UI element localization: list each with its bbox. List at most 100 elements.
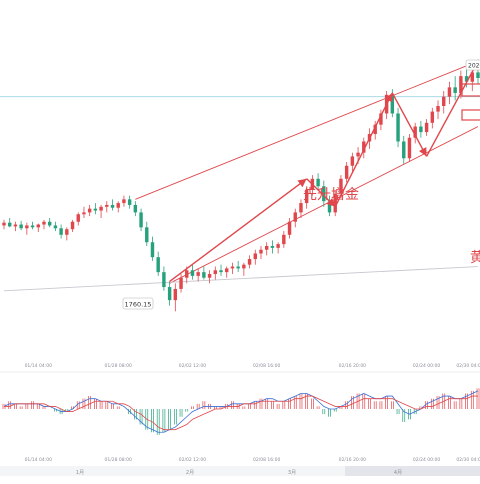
x-tick-label: 02/02 12:00 [179,363,207,369]
candle-body [453,87,457,93]
candle-body [373,124,377,134]
candle-body [436,106,440,112]
candle-body [213,270,218,274]
trend-arrow [306,178,336,208]
period-label: 2月 [186,470,194,476]
candle-body [19,224,23,229]
trend-arrow [391,92,428,157]
candle-body [87,208,92,213]
candle-body [413,126,417,138]
candle-body [207,274,212,278]
candle-body [225,268,229,273]
candle-body [70,221,75,230]
candle-body [202,272,206,278]
candle-body [145,227,149,243]
x-tick-label: 02/16 20:00 [339,457,367,463]
candle-body [219,270,223,273]
trend-arrow [169,178,308,283]
candle-body [110,204,115,208]
x-tick-label: 02/02 12:00 [179,457,207,463]
candle-body [459,76,463,93]
candle-body [299,203,303,213]
candle-body [99,206,103,211]
x-tick-label: 01/28 08:00 [105,457,133,463]
trend-line [3,266,479,292]
candle-body [253,253,257,260]
candle-body [476,72,480,78]
candle-body [185,270,189,278]
trend-line [135,60,479,200]
candle-body [259,249,263,254]
candle-body [76,214,80,222]
candle-body [42,221,46,225]
candle-body [276,244,280,248]
x-tick-label: 02/16 20:00 [339,363,367,369]
candle-body [362,141,366,153]
x-tick-label: 02/24 00:00 [413,457,441,463]
period-bar-highlight [345,466,480,476]
candle-body [350,156,355,166]
trend-arrow [334,92,393,208]
x-tick-label: 02/24 00:00 [413,363,441,369]
candle-body [247,259,252,265]
candle-body [196,272,200,276]
high-price-label: 2020 [465,59,480,71]
candle-body [127,199,132,205]
x-tick-label: 02/08 16:00 [253,363,281,369]
candle-body [156,257,160,273]
candle-body [339,178,343,194]
candle-body [139,212,143,228]
candle-body [93,208,98,211]
x-tick-label: 01/14 04:00 [25,363,53,369]
candle-body [356,152,360,157]
candle-body [236,266,240,269]
candle-body [282,234,286,245]
trend-arrow [425,60,479,157]
candle-body [173,288,178,301]
signal-line [4,395,478,431]
candle-body [59,228,63,235]
candle-body [430,111,435,123]
candle-body [424,122,429,133]
candle-body [419,126,423,133]
x-tick-label: 02/30 04:00 [456,457,480,463]
candle-body [53,225,58,229]
period-label: 4月 [394,470,402,476]
candle-body [162,272,166,288]
candle-body [36,224,40,228]
candle-body [47,221,52,226]
candle-body [122,199,126,204]
low-price-text: 1760.15 [125,301,152,309]
period-bar [0,466,480,476]
x-tick-label: 01/14 04:00 [25,457,53,463]
candle-body [2,222,6,226]
high-marker-box [461,83,480,121]
candle-body [179,277,183,289]
x-tick-label: 02/08 16:00 [253,457,281,463]
candle-body [82,212,86,215]
candle-body [150,242,155,258]
candle-body [167,287,172,301]
x-tick-label: 02/30 04:00 [456,363,480,369]
annotation-edge-text: 黄 [470,249,480,266]
candle-body [30,225,35,228]
candle-body [470,72,475,82]
candle-body [464,76,469,82]
candle-body [190,270,195,276]
candle-body [447,87,452,97]
candle-body [287,221,292,235]
candle-body [13,224,18,227]
x-tick-label: 01/28 08:00 [105,363,133,369]
candle-body [390,94,395,114]
candle-body [379,113,383,125]
candle-body [270,246,275,248]
candle-body [7,222,12,227]
macd-line [3,390,479,433]
candle-body [116,203,120,208]
candle-body [65,229,69,235]
candle-body [230,266,235,269]
candle-body [264,246,269,250]
low-price-label: 1760.15 [122,297,154,310]
